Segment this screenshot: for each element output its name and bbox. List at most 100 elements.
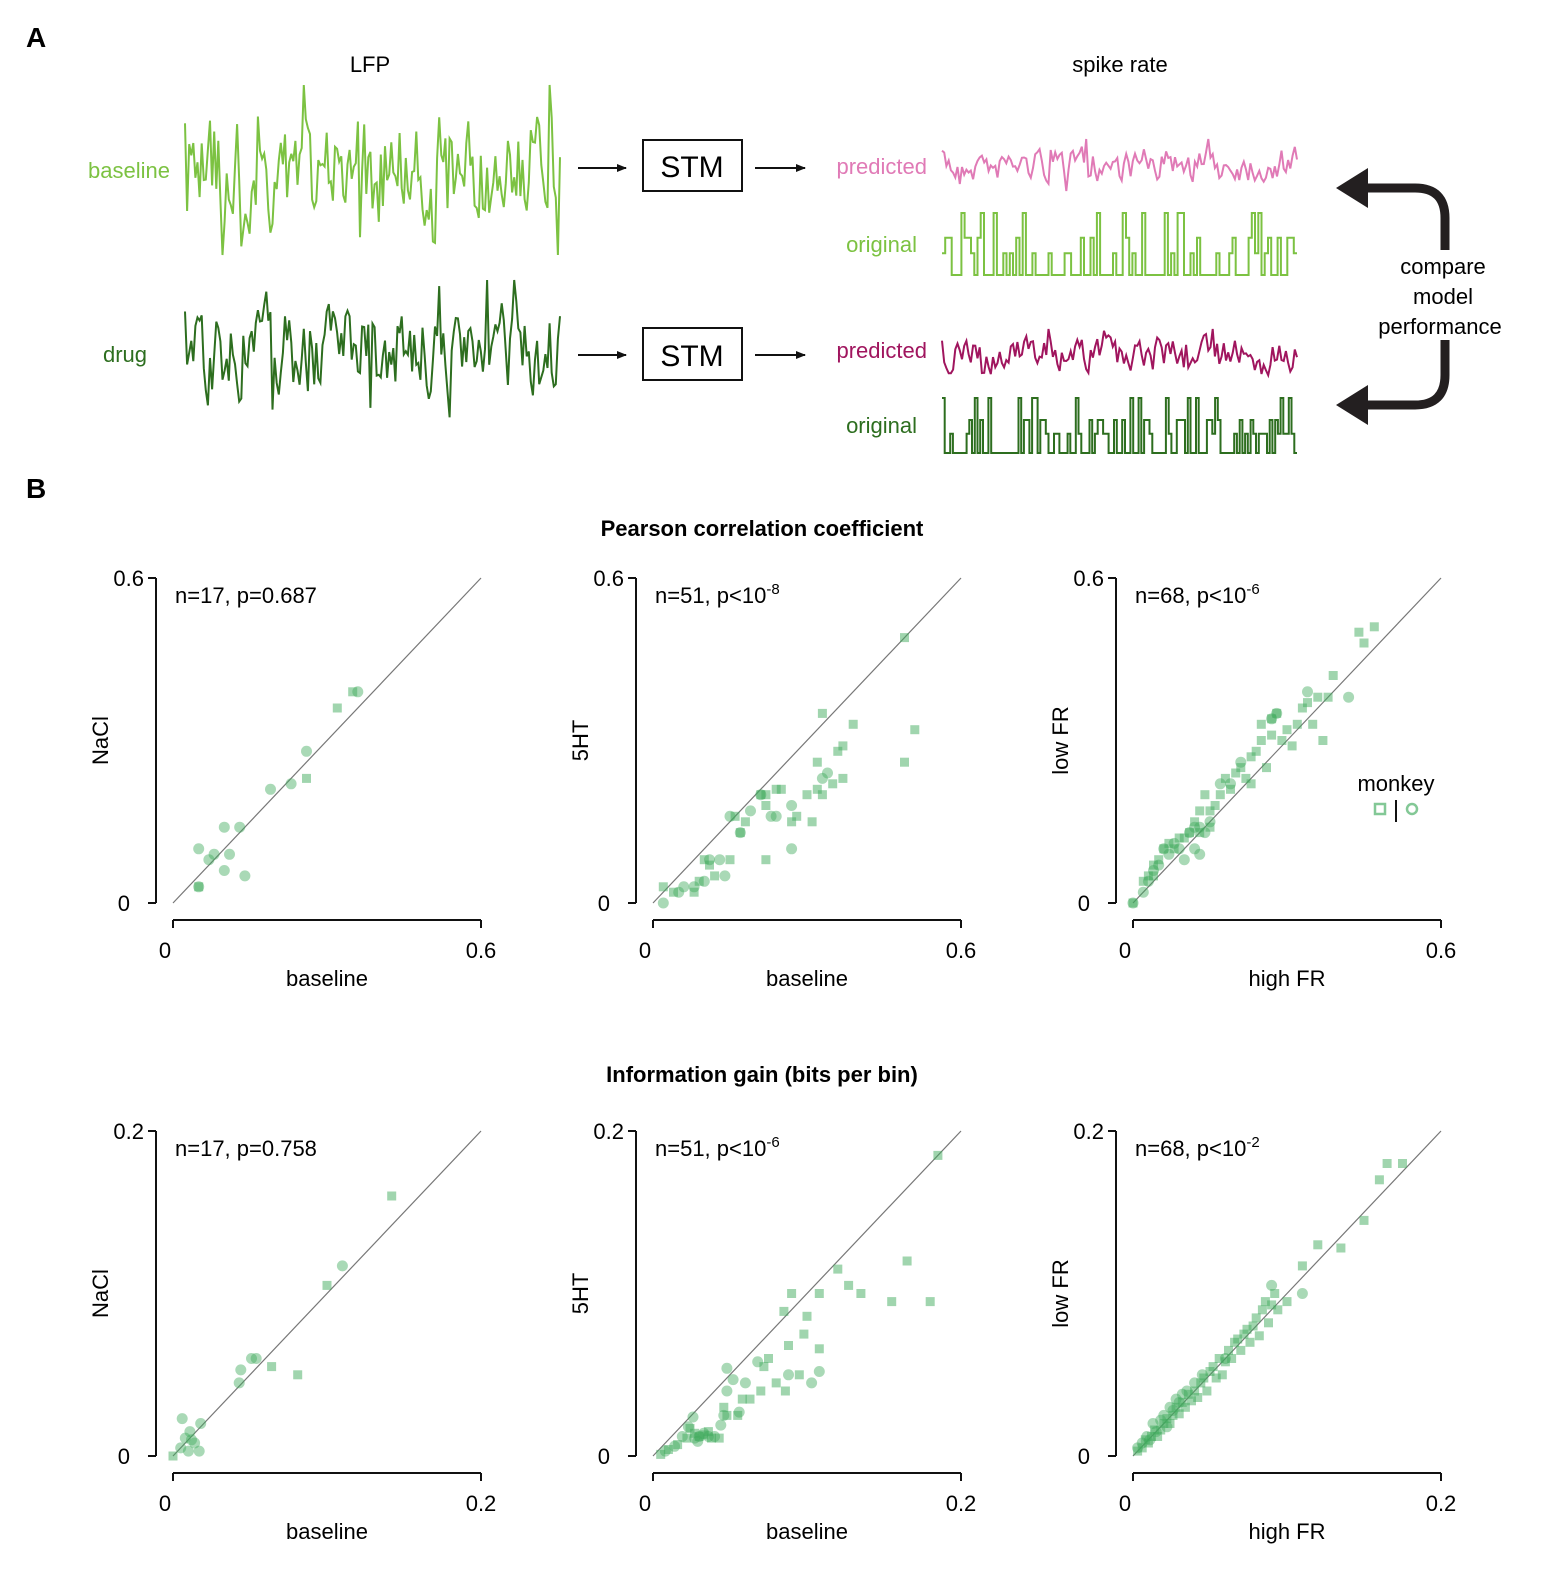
circle-point [733, 1406, 745, 1418]
circle-point [336, 1260, 348, 1272]
square-point [1214, 1354, 1224, 1363]
square-point [1174, 1409, 1184, 1419]
square-point [780, 1386, 790, 1396]
square-point [1177, 1397, 1187, 1407]
square-point [1153, 1432, 1163, 1441]
square-point [1185, 828, 1194, 838]
circle-point [721, 1385, 733, 1397]
square-point [1233, 1334, 1243, 1344]
square-point [802, 1311, 812, 1321]
circle-point [301, 745, 312, 757]
y-axis-label: NaCl [88, 716, 113, 765]
square-point [694, 876, 704, 886]
y-tick-label-max: 0.6 [593, 566, 624, 591]
monkey-legend: monkey [1357, 771, 1435, 822]
square-point [1196, 1378, 1206, 1388]
square-point [756, 790, 766, 800]
x-tick-label-max: 0.2 [466, 1491, 497, 1516]
y-tick-label-min: 0 [1078, 1444, 1090, 1469]
predicted-label-baseline: predicted [836, 154, 927, 179]
original-spikes-baseline-trace [942, 212, 1297, 276]
circle-point [1302, 686, 1313, 698]
stm-label-top: STM [660, 151, 723, 184]
square-point [828, 779, 838, 789]
circle-point [175, 1442, 187, 1454]
square-point [1205, 1367, 1215, 1376]
circle-point [745, 805, 756, 817]
square-point [1257, 1305, 1267, 1315]
circle-point [235, 1364, 247, 1376]
circle-point [739, 1377, 751, 1389]
circle-point [813, 1366, 825, 1377]
circle-point [1170, 1393, 1182, 1405]
original-spikes-drug-trace [942, 397, 1297, 454]
circle-point [265, 783, 276, 795]
square-point [799, 1329, 809, 1339]
square-point [1246, 779, 1256, 789]
square-point [1220, 773, 1230, 783]
square-point [1313, 1240, 1323, 1250]
square-point [1149, 860, 1158, 870]
circle-point [669, 1440, 681, 1452]
square-point [759, 1362, 769, 1372]
square-point [669, 887, 678, 897]
x-tick-label-max: 0.6 [946, 938, 977, 963]
circle-point [689, 1432, 701, 1444]
y-tick-label-max: 0.2 [593, 1119, 624, 1144]
y-axis-label: NaCl [88, 1269, 113, 1318]
square-point [838, 741, 848, 751]
circle-point [218, 865, 230, 876]
x-tick-label-min: 0 [639, 938, 651, 963]
stat-exponent: -2 [1246, 1134, 1259, 1151]
circle-point [218, 821, 230, 833]
square-point [267, 1362, 277, 1372]
circle-point [203, 854, 215, 866]
square-point [814, 1289, 824, 1298]
circle-point [673, 886, 685, 898]
square-point [1313, 692, 1323, 702]
circle-point [1147, 1418, 1159, 1429]
square-point [1262, 763, 1271, 773]
circle-point [724, 810, 736, 822]
square-point [1248, 1321, 1258, 1331]
square-point [848, 719, 858, 729]
square-point [1236, 763, 1246, 773]
panel-a-label: A [26, 22, 46, 53]
square-point [1159, 844, 1169, 854]
circle-point [755, 789, 767, 801]
square-point [703, 1427, 713, 1437]
square-point [1256, 719, 1266, 729]
circle-point [1214, 778, 1226, 790]
x-axis-label: baseline [766, 1519, 848, 1544]
square-point [784, 1341, 793, 1350]
y-axis-label: 5HT [568, 1273, 593, 1315]
square-point [1138, 876, 1148, 886]
square-point [1156, 1425, 1166, 1435]
square-point [194, 882, 204, 892]
square-point [1200, 790, 1210, 800]
circle-point [195, 1418, 207, 1429]
square-point [1220, 1357, 1230, 1367]
y-tick-label-max: 0.2 [1073, 1119, 1104, 1144]
circle-point [806, 1377, 818, 1389]
square-point [663, 1445, 673, 1454]
circle-point [1158, 1409, 1170, 1421]
square-point [1174, 833, 1184, 843]
x-tick-label-min: 0 [1119, 1491, 1131, 1516]
circle-point [193, 843, 205, 855]
square-point [776, 784, 786, 794]
y-tick-label-min: 0 [598, 1444, 610, 1469]
circle-point [783, 1369, 794, 1381]
square-point [1272, 708, 1282, 718]
square-point [1180, 1402, 1190, 1412]
x-tick-label-max: 0.6 [466, 938, 497, 963]
y-tick-label-max: 0.6 [1073, 566, 1104, 591]
square-point [1242, 1324, 1252, 1334]
stat-exponent: -8 [766, 581, 779, 598]
square-point [302, 773, 311, 783]
circle-point [676, 1431, 688, 1442]
circle-point [1173, 1396, 1185, 1408]
circle-point [1296, 1288, 1308, 1299]
circle-point [1148, 865, 1159, 876]
circle-point [721, 1362, 733, 1374]
